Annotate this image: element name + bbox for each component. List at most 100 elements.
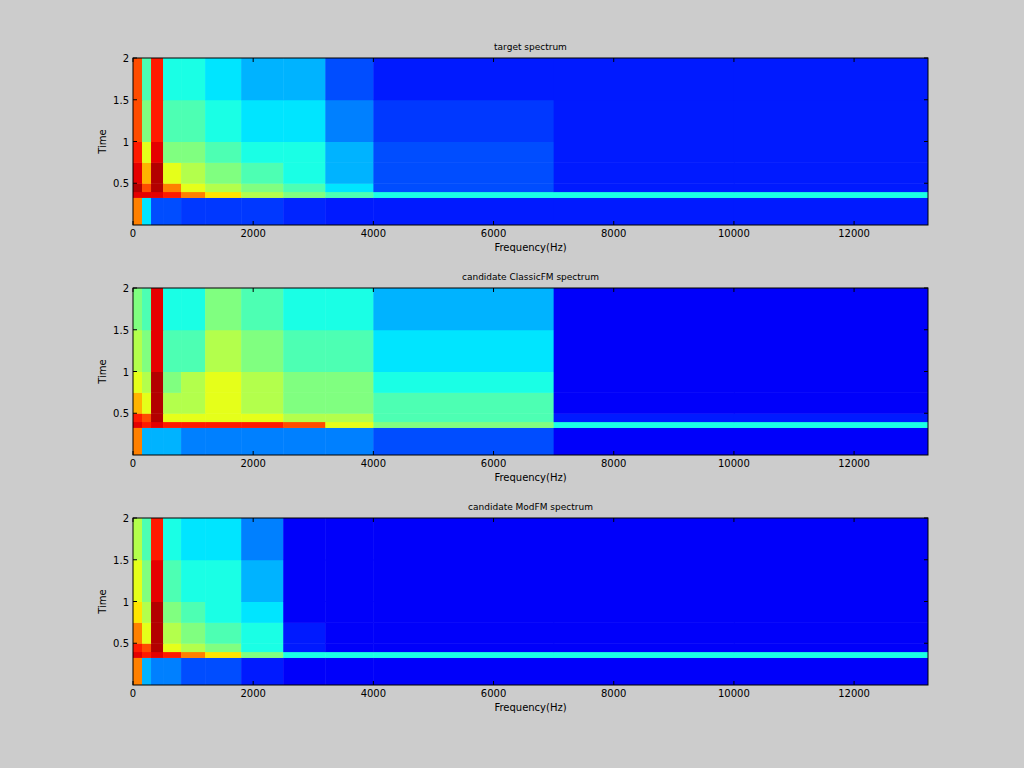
x-label: Frequency(Hz) [494,472,566,483]
cell [133,142,143,163]
cell [241,162,284,183]
cell [241,288,284,330]
cell [554,100,735,142]
cell [142,622,152,643]
cell [181,142,206,163]
cell [133,288,143,330]
x-tick [854,681,855,685]
title: candidate ModFM spectrum [468,502,593,512]
x-tick [133,451,134,455]
cell [554,183,735,192]
cell [373,183,554,192]
cell [133,657,143,685]
cell [205,183,242,192]
cell [181,372,206,393]
x-tick [733,288,734,292]
y-tick [924,183,928,184]
x-tick-label: 8000 [601,228,626,239]
y-tick-label: 1.5 [113,555,129,566]
cell [133,643,143,652]
y-tick [133,643,137,644]
cell [205,288,242,330]
x-tick [133,221,134,225]
y-tick-label: 2 [123,283,129,294]
x-tick-label: 0 [130,688,136,699]
x-tick [613,58,614,62]
cell [133,413,143,422]
cell [325,657,374,685]
cell [151,643,164,652]
cell [554,622,735,643]
cell [151,58,164,100]
cell [325,560,374,602]
plot-area [133,518,928,685]
x-tick [854,518,855,522]
cell [205,643,242,652]
cell [181,602,206,623]
cell [133,58,143,100]
cell [133,518,143,560]
cell [181,197,206,225]
x-tick [493,58,494,62]
y-tick [133,58,137,59]
cell [241,413,284,422]
cell [373,413,554,422]
cell [151,652,164,658]
cell [163,392,182,413]
cell [734,422,928,428]
cell [373,422,554,428]
cell [554,392,735,413]
cell [205,518,242,560]
cell [734,560,928,602]
y-tick-label: 0.5 [113,638,129,649]
cell [133,330,143,372]
x-tick-label: 8000 [601,688,626,699]
x-tick [373,681,374,685]
panel: 0200040006000800010000120000.511.52candi… [97,502,929,713]
title: target spectrum [494,42,567,52]
cell [325,372,374,393]
x-tick [253,681,254,685]
cell [181,643,206,652]
x-tick [493,681,494,685]
cell [373,142,554,163]
y-tick [924,413,928,414]
cell [241,192,284,198]
cell [373,643,554,652]
cell [554,413,735,422]
x-tick [253,288,254,292]
cells [133,288,928,455]
cell [734,330,928,372]
cell [151,427,164,455]
cell [283,622,326,643]
cell [734,142,928,163]
cell [163,142,182,163]
cell [241,560,284,602]
cell [205,413,242,422]
y-tick [924,518,928,519]
cell [151,162,164,183]
cell [734,372,928,393]
cell [142,372,152,393]
x-tick [733,221,734,225]
cell [142,197,152,225]
x-tick-label: 8000 [601,458,626,469]
cell [554,288,735,330]
cell [241,427,284,455]
y-tick [133,601,137,602]
cell [283,392,326,413]
cell [142,392,152,413]
cell [151,372,164,393]
x-tick [613,288,614,292]
y-tick [133,559,137,560]
y-tick [924,58,928,59]
y-tick [924,601,928,602]
cell [283,518,326,560]
cell [142,422,152,428]
panel: 0200040006000800010000120000.511.52candi… [97,272,929,483]
cell [181,560,206,602]
cell [205,622,242,643]
cell [163,560,182,602]
x-tick-label: 12000 [838,688,870,699]
x-tick-label: 6000 [481,458,506,469]
